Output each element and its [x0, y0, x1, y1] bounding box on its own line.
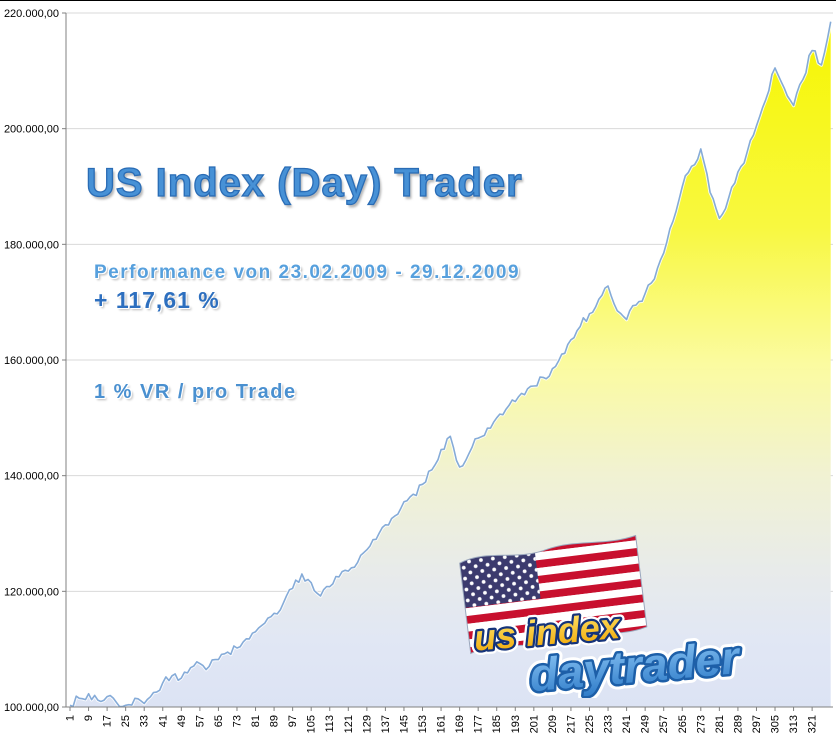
x-axis-label: 201	[528, 715, 540, 733]
y-axis-label: 220.000,00	[4, 8, 59, 20]
x-axis-label-group: 137	[380, 715, 392, 733]
x-axis-label-group: 49	[176, 715, 188, 727]
x-axis-label-group: 105	[306, 715, 318, 733]
x-axis-label: 9	[83, 715, 95, 721]
risk-per-trade-label: 1 % VR / pro Trade	[94, 381, 297, 403]
x-axis-label-group: 153	[417, 715, 429, 733]
x-axis-label: 305	[770, 715, 782, 733]
x-axis-label: 177	[473, 715, 485, 733]
x-axis-label: 209	[547, 715, 559, 733]
x-axis-label-group: 217	[565, 715, 577, 733]
brand-logo: us index us index daytrader daytrader	[458, 534, 748, 698]
x-axis-label: 33	[139, 715, 151, 727]
y-axis-label: 200.000,00	[4, 124, 59, 136]
x-axis-label: 249	[640, 715, 652, 733]
x-axis-label: 217	[565, 715, 577, 733]
y-axis-label: 160.000,00	[4, 355, 59, 367]
x-axis-label-group: 73	[232, 715, 244, 727]
y-axis-label: 180.000,00	[4, 239, 59, 251]
x-axis-label-group: 233	[603, 715, 615, 733]
x-axis-label-group: 97	[287, 715, 299, 727]
x-axis-label: 97	[287, 715, 299, 727]
x-axis-label-group: 209	[547, 715, 559, 733]
x-axis-label-group: 289	[732, 715, 744, 733]
x-axis-label-group: 129	[361, 715, 373, 733]
x-axis-label: 233	[603, 715, 615, 733]
x-axis-label-group: 297	[751, 715, 763, 733]
y-axis-label: 100.000,00	[4, 702, 59, 714]
x-axis-label-group: 177	[473, 715, 485, 733]
chart-title: US Index (Day) Trader	[85, 160, 523, 205]
x-axis-label: 25	[120, 715, 132, 727]
x-axis-label-group: 313	[788, 715, 800, 733]
x-axis-label: 185	[491, 715, 503, 733]
x-axis-label-group: 193	[510, 715, 522, 733]
x-axis-label: 145	[399, 715, 411, 733]
x-axis-label-group: 1	[65, 715, 77, 721]
x-axis-label: 313	[788, 715, 800, 733]
x-axis-label-group: 241	[621, 715, 633, 733]
x-axis-label-group: 161	[436, 715, 448, 733]
x-axis-label-group: 65	[213, 715, 225, 727]
x-axis-label-group: 305	[770, 715, 782, 733]
performance-value-label: + 117,61 %	[94, 287, 220, 313]
line-series	[69, 21, 832, 708]
x-axis-label: 65	[213, 715, 225, 727]
x-axis-label-group: 113	[324, 715, 336, 733]
x-axis-label: 49	[176, 715, 188, 727]
x-axis-label-group: 41	[157, 715, 169, 727]
x-axis-label-group: 265	[677, 715, 689, 733]
x-axis-label: 273	[695, 715, 707, 733]
x-axis-label: 193	[510, 715, 522, 733]
x-axis-label-group: 25	[120, 715, 132, 727]
x-axis-label: 257	[658, 715, 670, 733]
x-axis-label-group: 273	[695, 715, 707, 733]
x-axis-label: 89	[269, 715, 281, 727]
x-axis-label: 137	[380, 715, 392, 733]
x-axis-label: 161	[436, 715, 448, 733]
x-axis-label-group: 249	[640, 715, 652, 733]
x-axis-label-group: 225	[584, 715, 596, 733]
x-axis-label: 281	[714, 715, 726, 733]
x-axis-label: 321	[807, 715, 819, 733]
x-axis-label: 57	[194, 715, 206, 727]
x-axis-label: 225	[584, 715, 596, 733]
x-axis-label: 81	[250, 715, 262, 727]
x-axis-label-group: 201	[528, 715, 540, 733]
x-axis-label-group: 169	[454, 715, 466, 733]
x-axis-label-group: 89	[269, 715, 281, 727]
x-axis-label: 169	[454, 715, 466, 733]
x-axis-label: 113	[324, 715, 336, 733]
x-axis-label: 129	[361, 715, 373, 733]
x-axis-label-group: 185	[491, 715, 503, 733]
area-series	[70, 21, 831, 707]
x-axis-label: 289	[732, 715, 744, 733]
x-axis-label: 297	[751, 715, 763, 733]
x-axis-label: 265	[677, 715, 689, 733]
x-axis-label: 17	[102, 715, 114, 727]
x-axis-label: 241	[621, 715, 633, 733]
x-axis-label: 153	[417, 715, 429, 733]
x-axis-label-group: 33	[139, 715, 151, 727]
x-axis-label-group: 17	[102, 715, 114, 727]
x-axis-label-group: 9	[83, 715, 95, 721]
y-axis-label: 140.000,00	[4, 471, 59, 483]
x-axis-label-group: 281	[714, 715, 726, 733]
x-axis-label-group: 321	[807, 715, 819, 733]
x-axis-label-group: 257	[658, 715, 670, 733]
x-axis-label: 41	[157, 715, 169, 727]
x-axis-label-group: 81	[250, 715, 262, 727]
x-axis-label-group: 121	[343, 715, 355, 733]
us-flag-icon	[458, 534, 648, 655]
x-axis-label-group: 57	[194, 715, 206, 727]
x-axis-label: 1	[65, 715, 77, 721]
performance-period-label: Performance von 23.02.2009 - 29.12.2009	[94, 262, 521, 283]
x-axis-label: 105	[306, 715, 318, 733]
x-axis-label: 73	[232, 715, 244, 727]
x-axis-label: 121	[343, 715, 355, 733]
x-axis-label-group: 145	[399, 715, 411, 733]
y-axis-label: 120.000,00	[4, 586, 59, 598]
